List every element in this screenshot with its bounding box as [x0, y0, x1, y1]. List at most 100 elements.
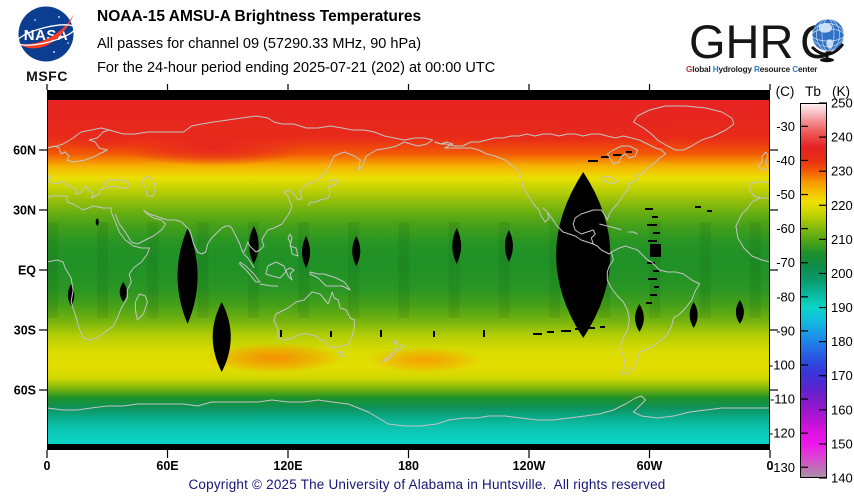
- celsius-tick-label: -40: [776, 153, 795, 168]
- gap-dash: [330, 331, 332, 337]
- colorbar-header: Tb: [805, 84, 821, 99]
- map-frame: [47, 90, 770, 450]
- data-gaps: [67, 151, 744, 372]
- coastline-path: [273, 291, 355, 349]
- coastline-path: [600, 175, 618, 185]
- north-polar-gap: [47, 90, 770, 100]
- coastline-path: [259, 283, 278, 287]
- warm-spot: [63, 124, 152, 152]
- zonal-field: [47, 90, 770, 450]
- coastline-path: [749, 184, 770, 199]
- colorbar: 250240230220210200190180170160150140-30-…: [769, 84, 853, 486]
- celsius-tick-label: -120: [769, 426, 795, 441]
- celsius-tick-label: -60: [776, 221, 795, 236]
- gap-lens: [302, 236, 311, 268]
- y-tick-label: 60S: [14, 384, 36, 398]
- nasa-meatball-icon: NASA: [16, 6, 76, 62]
- coastline-path: [434, 141, 612, 255]
- coastline-path: [239, 261, 261, 283]
- gap-dash: [483, 330, 485, 337]
- gap-dash: [433, 331, 435, 337]
- ghrc-letters: GHR: [689, 15, 793, 68]
- title-block: NOAA-15 AMSU-A Brightness Temperatures A…: [97, 8, 495, 76]
- nasa-logo[interactable]: NASA MSFC: [13, 5, 81, 84]
- gap-dash: [648, 240, 657, 242]
- celsius-tick-label: -90: [776, 323, 795, 338]
- coastline-path: [114, 209, 166, 245]
- coastline-path: [143, 209, 255, 269]
- celsius-tick-label: -30: [776, 119, 795, 134]
- x-tick-label: 120E: [273, 459, 302, 473]
- coastline-path: [749, 181, 771, 185]
- x-tick-label: 0: [767, 459, 774, 473]
- kelvin-tick-label: 160: [831, 402, 853, 417]
- coastline-path: [265, 261, 287, 279]
- gap-dash: [588, 160, 598, 162]
- coastline-path: [572, 147, 667, 245]
- map-area: 0 60E 120E 180 120W 60W 0 60N 30N EQ 30S 60S: [13, 84, 778, 473]
- coastline-path: [46, 395, 770, 427]
- gap-lens: [95, 218, 99, 226]
- axis-ticks: [39, 84, 778, 458]
- y-tick-label: 30N: [13, 204, 36, 218]
- gap-dash: [654, 286, 659, 288]
- coastline-path: [606, 245, 701, 375]
- gap-lens: [67, 284, 75, 306]
- south-polar-gap: [47, 444, 770, 450]
- swath-stripes: [47, 222, 770, 318]
- kelvin-tick-label: 230: [831, 164, 853, 179]
- kelvin-tick-label: 240: [831, 130, 853, 145]
- kelvin-tick-label: 220: [831, 198, 853, 213]
- coastline-path: [287, 233, 299, 257]
- x-tick-label: 60E: [156, 459, 178, 473]
- gap-dash: [707, 210, 712, 212]
- ghrc-tagline: Global Hydrology Resource Center: [686, 65, 818, 74]
- coastline-path: [606, 145, 638, 165]
- gap-dash: [645, 208, 653, 210]
- celsius-tick-label: -70: [776, 255, 795, 270]
- period-line: For the 24-hour period ending 2025-07-21…: [97, 60, 496, 76]
- celsius-tick-label: -100: [769, 357, 795, 372]
- x-tick-label: 60W: [637, 459, 663, 473]
- axis-labels: 0 60E 120E 180 120W 60W 0 60N 30N EQ 30S 60S: [13, 144, 773, 474]
- channel-subtitle: All passes for channel 09 (57290.33 MHz,…: [97, 36, 422, 52]
- y-tick-label: EQ: [18, 264, 36, 278]
- colorbar-labels: 250240230220210200190180170160150140-30-…: [769, 84, 853, 486]
- y-tick-label: 60N: [13, 144, 36, 158]
- kelvin-tick-label: 170: [831, 368, 853, 383]
- celsius-tick-label: -50: [776, 187, 795, 202]
- gap-dash: [650, 294, 657, 296]
- kelvin-tick-label: 190: [831, 300, 853, 315]
- gap-dash: [601, 156, 609, 158]
- gap-lens: [249, 226, 259, 264]
- coastline-path: [46, 127, 110, 163]
- ghrc-logo[interactable]: GHR C Global Hydrology Resource Center: [684, 3, 852, 82]
- gap-dash: [653, 270, 659, 272]
- coastline-path: [599, 223, 622, 231]
- gap-dash: [646, 302, 652, 304]
- coastline-path: [109, 115, 434, 253]
- coastlines: [46, 105, 771, 427]
- coastline-path: [735, 197, 771, 263]
- copyright-line: Copyright © 2025 The University of Alaba…: [188, 477, 666, 492]
- coastline-path: [309, 271, 351, 291]
- nasa-orbit-icon: [16, 24, 76, 46]
- gap-lens: [177, 228, 198, 324]
- gap-dash: [587, 327, 595, 329]
- coastline-path: [381, 339, 405, 363]
- globe-icon: [810, 18, 845, 63]
- colorbar-gradient: [800, 103, 827, 478]
- kelvin-tick-label: 250: [831, 96, 853, 111]
- gap-dash: [547, 331, 554, 333]
- coastline-path: [46, 195, 150, 341]
- red-artifact: [657, 145, 664, 147]
- warm-spot: [368, 347, 481, 373]
- gap-lens: [689, 302, 698, 328]
- gap-lens: [735, 300, 744, 324]
- coastline-path: [632, 105, 735, 151]
- gap-dash: [575, 328, 581, 330]
- gap-dash: [653, 232, 660, 234]
- coastline-path: [337, 351, 345, 357]
- gap-dash: [647, 224, 657, 226]
